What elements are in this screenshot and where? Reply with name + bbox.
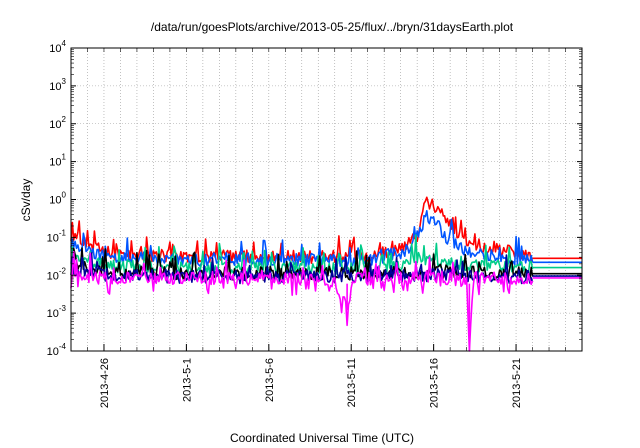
y-tick-label: 103 bbox=[49, 77, 66, 93]
series-line bbox=[70, 250, 534, 352]
series-layer bbox=[70, 196, 582, 352]
x-tick-label: 2013-5-11 bbox=[346, 358, 358, 407]
x-tick-label: 2013-4-26 bbox=[99, 358, 111, 408]
x-tick-label: 2013-5-21 bbox=[511, 358, 523, 408]
x-tick-label: 2013-5-16 bbox=[429, 358, 441, 408]
grid bbox=[71, 48, 582, 351]
y-tick-label: 10-1 bbox=[47, 228, 67, 244]
x-axis: 2013-4-26 2013-5-1 2013-5-6 2013-5-11 2013-5… bbox=[87, 48, 566, 408]
y-axis-label: cSv/day bbox=[19, 179, 33, 222]
y-tick-label: 100 bbox=[49, 191, 66, 207]
y-axis: 10-4 10-3 10-2 10-1 100 101 102 103 104 bbox=[47, 39, 582, 358]
y-tick-label: 10-3 bbox=[47, 304, 67, 320]
x-axis-label: Coordinated Universal Time (UTC) bbox=[230, 431, 414, 445]
x-tick-label: 2013-5-1 bbox=[181, 358, 193, 402]
y-tick-label: 10-4 bbox=[47, 342, 67, 358]
series-line bbox=[70, 234, 534, 276]
y-tick-label: 101 bbox=[49, 153, 66, 169]
chart-title: /data/run/goesPlots/archive/2013-05-25/f… bbox=[151, 20, 514, 34]
y-tick-label: 10-2 bbox=[47, 266, 67, 282]
x-tick-label: 2013-5-6 bbox=[264, 358, 276, 402]
y-tick-label: 102 bbox=[49, 115, 66, 131]
y-tick-label: 104 bbox=[49, 39, 66, 55]
